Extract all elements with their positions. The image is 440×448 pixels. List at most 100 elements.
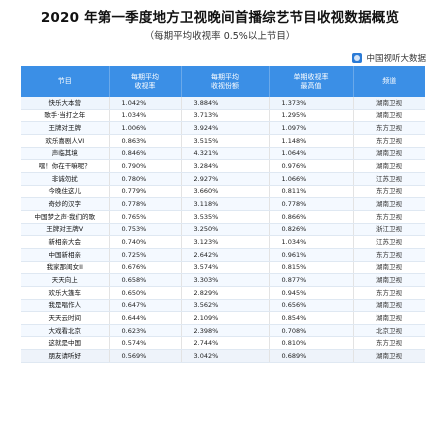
- avg-rating-cell: 0.846%: [109, 147, 182, 161]
- peak-rating-cell: 1.295%: [269, 109, 354, 123]
- program-name-cell: 天天云时间: [21, 311, 110, 325]
- peak-rating-cell: 0.877%: [269, 273, 354, 287]
- avg-share-cell: 3.713%: [181, 109, 270, 123]
- channel-cell: 湖南卫视: [353, 97, 425, 110]
- avg-rating-cell: 0.778%: [109, 197, 182, 211]
- channel-cell: 江苏卫视: [353, 172, 425, 186]
- avg-rating-cell: 0.623%: [109, 324, 182, 338]
- peak-rating-cell: 1.373%: [269, 97, 354, 110]
- channel-cell: 湖南卫视: [353, 109, 425, 123]
- channel-cell: 浙江卫视: [353, 223, 425, 237]
- avg-share-cell: 2.642%: [181, 248, 270, 262]
- channel-cell: 东方卫视: [353, 134, 425, 148]
- table-row: 声临其境 0.846% 4.321% 1.064% 湖南卫视: [21, 147, 425, 161]
- avg-share-cell: 3.284%: [181, 159, 270, 173]
- channel-cell: 湖南卫视: [353, 197, 425, 211]
- peak-rating-cell: 0.815%: [269, 261, 354, 275]
- avg-share-cell: 3.574%: [181, 261, 270, 275]
- avg-share-cell: 3.123%: [181, 235, 270, 249]
- program-name-cell: 我家那闺女II: [21, 261, 110, 275]
- table-row: 奇妙的汉字 0.778% 3.118% 0.778% 湖南卫视: [21, 197, 425, 211]
- channel-cell: 湖南卫视: [353, 261, 425, 275]
- avg-rating-cell: 0.658%: [109, 273, 182, 287]
- program-name-cell: 我是唱作人: [21, 299, 110, 313]
- brand-name: 中国视听大数据: [366, 54, 426, 64]
- channel-cell: 湖南卫视: [353, 273, 425, 287]
- avg-share-cell: 2.744%: [181, 336, 270, 351]
- avg-rating-cell: 0.725%: [109, 248, 182, 262]
- avg-share-cell: 3.303%: [181, 273, 270, 287]
- program-name-cell: 朋友请听好: [21, 349, 110, 363]
- channel-cell: 北京卫视: [353, 324, 425, 338]
- avg-share-cell: 2.109%: [181, 311, 270, 325]
- avg-share-cell: 2.829%: [181, 286, 270, 300]
- header-avg-share: 每期平均 收视份额: [181, 66, 270, 97]
- channel-cell: 东方卫视: [353, 185, 425, 199]
- table-row: 歌手·当打之年 1.034% 3.713% 1.295% 湖南卫视: [21, 109, 425, 123]
- channel-cell: 江苏卫视: [353, 235, 425, 249]
- table-row: 嘿！你在干嘛呢？ 0.790% 3.284% 0.976% 湖南卫视: [21, 159, 425, 173]
- avg-rating-cell: 0.644%: [109, 311, 182, 325]
- channel-cell: 东方卫视: [353, 121, 425, 135]
- program-name-cell: 天天向上: [21, 273, 110, 287]
- channel-cell: 湖南卫视: [353, 311, 425, 325]
- table-row: 我是唱作人 0.647% 3.562% 0.656% 湖南卫视: [21, 299, 425, 313]
- channel-cell: 湖南卫视: [353, 349, 425, 363]
- channel-cell: 湖南卫视: [353, 147, 425, 161]
- avg-rating-cell: 1.034%: [109, 109, 182, 123]
- avg-rating-cell: 0.779%: [109, 185, 182, 199]
- peak-rating-cell: 0.810%: [269, 336, 354, 351]
- program-name-cell: 中国梦之声·我们的歌: [21, 210, 110, 224]
- brand-watermark: 中国视听大数据: [352, 52, 426, 64]
- program-name-cell: 王牌对王牌: [21, 121, 110, 135]
- program-name-cell: 王牌对王牌V: [21, 223, 110, 237]
- channel-cell: 东方卫视: [353, 286, 425, 300]
- avg-share-cell: 3.118%: [181, 197, 270, 211]
- table-row: 今晚住这儿 0.779% 3.660% 0.811% 东方卫视: [21, 185, 425, 199]
- avg-share-cell: 3.515%: [181, 134, 270, 148]
- avg-rating-cell: 1.042%: [109, 97, 182, 110]
- avg-rating-cell: 0.647%: [109, 299, 182, 313]
- avg-rating-cell: 0.753%: [109, 223, 182, 237]
- table-row: 大戏看北京 0.623% 2.398% 0.708% 北京卫视: [21, 324, 425, 338]
- table-row: 欢乐喜剧人VI 0.863% 3.515% 1.148% 东方卫视: [21, 134, 425, 148]
- avg-rating-cell: 0.569%: [109, 349, 182, 363]
- avg-share-cell: 3.924%: [181, 121, 270, 135]
- table-row: 新相亲大会 0.740% 3.123% 1.034% 江苏卫视: [21, 235, 425, 249]
- table-row: 欢乐大篷车 0.650% 2.829% 0.945% 东方卫视: [21, 286, 425, 300]
- peak-rating-cell: 0.854%: [269, 311, 354, 325]
- program-name-cell: 中国新相亲: [21, 248, 110, 262]
- table-row: 天天云时间 0.644% 2.109% 0.854% 湖南卫视: [21, 311, 425, 325]
- avg-share-cell: 3.562%: [181, 299, 270, 313]
- channel-cell: 东方卫视: [353, 336, 425, 351]
- brand-logo-icon: [352, 53, 363, 63]
- program-name-cell: 歌手·当打之年: [21, 109, 110, 123]
- program-name-cell: 欢乐喜剧人VI: [21, 134, 110, 148]
- peak-rating-cell: 1.034%: [269, 235, 354, 249]
- avg-rating-cell: 0.650%: [109, 286, 182, 300]
- table-body: 快乐大本营 1.042% 3.884% 1.373% 湖南卫视 歌手·当打之年 1.034%…: [21, 97, 425, 363]
- peak-rating-cell: 0.778%: [269, 197, 354, 211]
- table-row: 天天向上 0.658% 3.303% 0.877% 湖南卫视: [21, 273, 425, 287]
- header-channel: 频道: [353, 66, 425, 97]
- avg-share-cell: 3.042%: [181, 349, 270, 363]
- channel-cell: 湖南卫视: [353, 299, 425, 313]
- avg-share-cell: 3.250%: [181, 223, 270, 237]
- table-row: 中国梦之声·我们的歌 0.765% 3.535% 0.866% 东方卫视: [21, 210, 425, 224]
- table-row: 王牌对王牌 1.006% 3.924% 1.097% 东方卫视: [21, 121, 425, 135]
- program-name-cell: 今晚住这儿: [21, 185, 110, 199]
- peak-rating-cell: 1.148%: [269, 134, 354, 148]
- table-row: 王牌对王牌V 0.753% 3.250% 0.826% 浙江卫视: [21, 223, 425, 237]
- avg-rating-cell: 0.863%: [109, 134, 182, 148]
- peak-rating-cell: 0.811%: [269, 185, 354, 199]
- program-name-cell: 非诚勿扰: [21, 172, 110, 186]
- header-peak-rating: 单期收视率 最高值: [269, 66, 354, 97]
- peak-rating-cell: 1.097%: [269, 121, 354, 135]
- page-title: 2020 年第一季度地方卫视晚间首播综艺节目收视数据概览: [40, 10, 400, 26]
- avg-rating-cell: 0.574%: [109, 336, 182, 351]
- table-row: 非诚勿扰 0.780% 2.927% 1.066% 江苏卫视: [21, 172, 425, 186]
- avg-rating-cell: 0.676%: [109, 261, 182, 275]
- avg-rating-cell: 0.790%: [109, 159, 182, 173]
- table-row: 我家那闺女II 0.676% 3.574% 0.815% 湖南卫视: [21, 261, 425, 275]
- page-subtitle: （每期平均收视率 0.5%以上节目）: [144, 31, 296, 42]
